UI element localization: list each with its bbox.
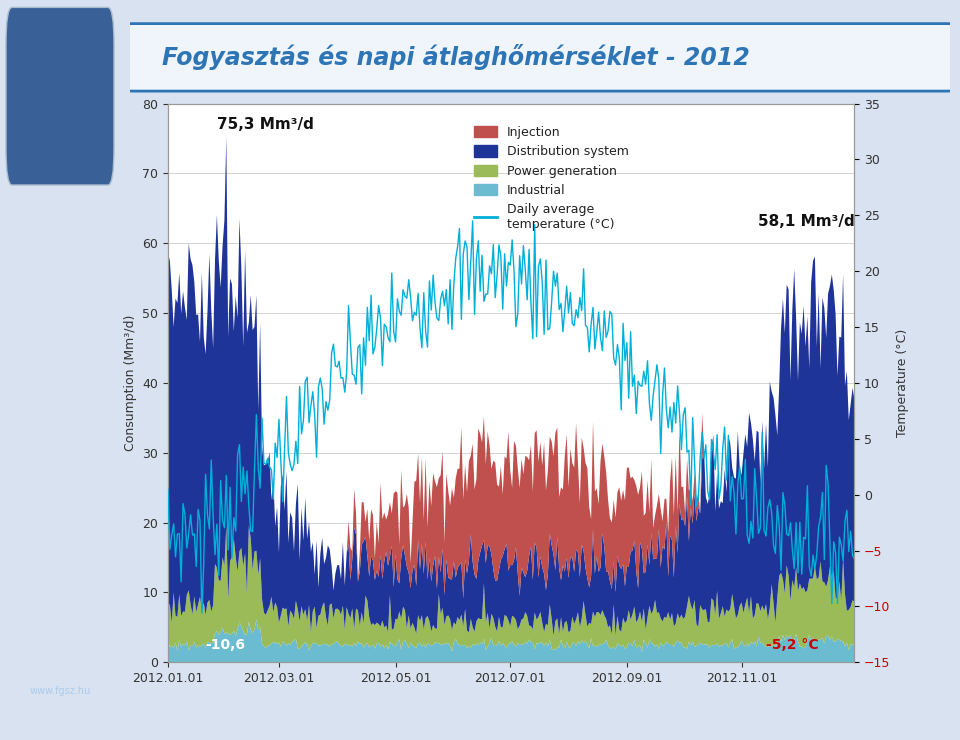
Y-axis label: Temperature (°C): Temperature (°C) (896, 329, 909, 437)
Text: 75,3 Mm³/d: 75,3 Mm³/d (217, 116, 314, 132)
Text: 58,1 Mm³/d: 58,1 Mm³/d (758, 215, 855, 229)
FancyBboxPatch shape (109, 24, 960, 91)
Text: -10,6: -10,6 (205, 638, 246, 652)
Text: -5,2 °C: -5,2 °C (766, 638, 819, 652)
Text: www.fgsz.hu: www.fgsz.hu (30, 685, 90, 696)
Text: Fogyasztás és napi átlaghőmérséklet - 2012: Fogyasztás és napi átlaghőmérséklet - 20… (162, 44, 751, 70)
Legend: Injection, Distribution system, Power generation, Industrial, Daily average
temp: Injection, Distribution system, Power ge… (469, 121, 634, 236)
FancyBboxPatch shape (6, 7, 114, 185)
Y-axis label: Consumption (Mm³/d): Consumption (Mm³/d) (124, 314, 136, 451)
